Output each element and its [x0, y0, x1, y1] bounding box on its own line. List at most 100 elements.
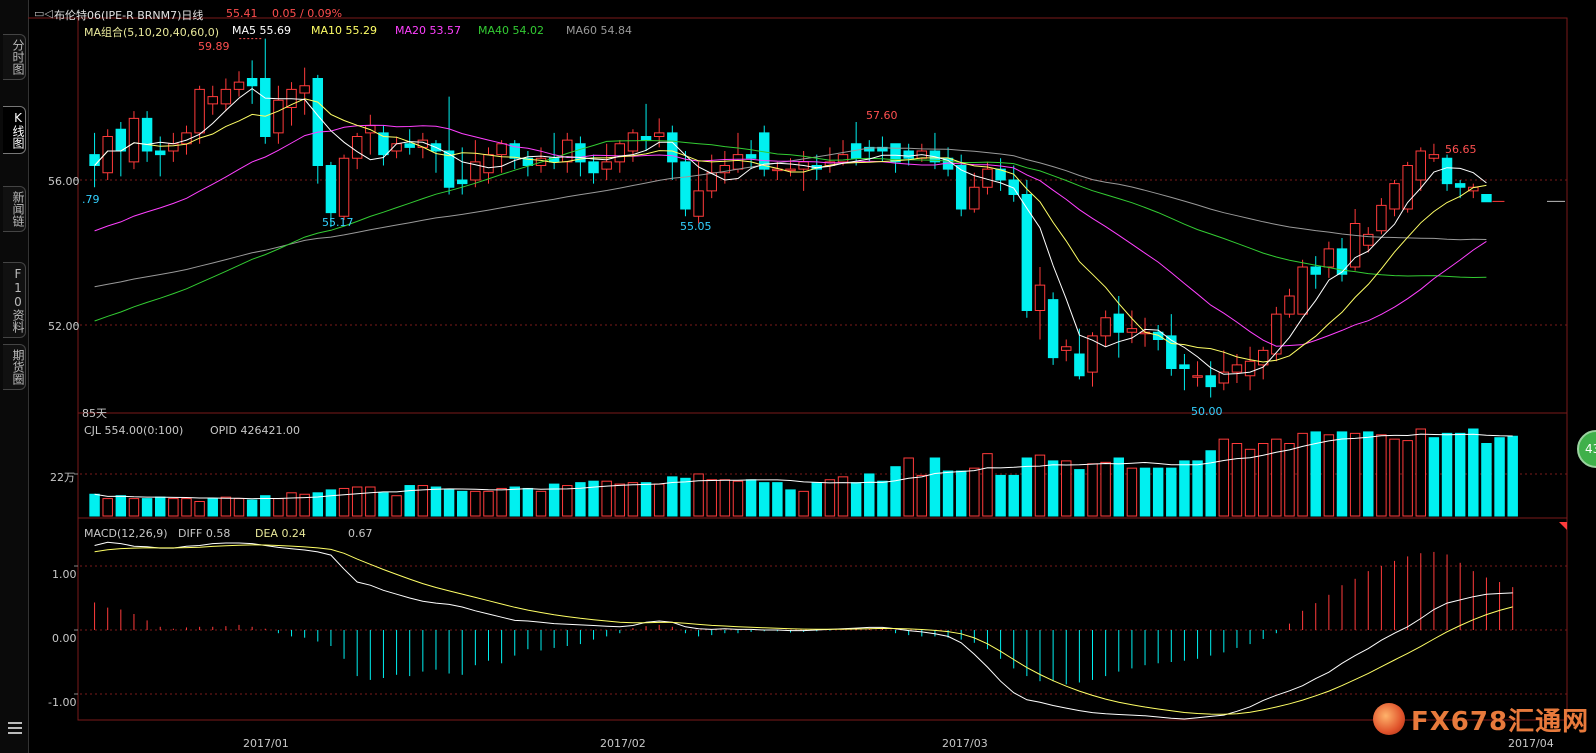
volume-bar: [627, 482, 639, 517]
candle-body: [1244, 360, 1256, 377]
candle-body: [102, 136, 113, 174]
candle-body: [509, 143, 520, 159]
volume-bar: [811, 482, 822, 517]
volume-bar: [1402, 440, 1413, 517]
volume-label: CJL 554.00(0:100): [84, 424, 184, 437]
volume-bar: [325, 489, 337, 517]
candle-body: [614, 143, 626, 163]
tab-futures-circle[interactable]: 期货圈: [3, 344, 26, 390]
x-tick-2017-01: 2017/01: [243, 737, 289, 750]
volume-bar: [207, 498, 218, 517]
candle-body: [1428, 154, 1440, 159]
volume-bar: [877, 480, 888, 517]
volume-bar: [1205, 450, 1216, 517]
volume-bar: [220, 496, 232, 517]
volume-bar: [548, 483, 560, 517]
volume-bar: [903, 457, 914, 517]
ma10-line: [94, 98, 1487, 363]
symbol-title: 布伦特06(IPE-R BRNM7)日线: [54, 9, 204, 22]
volume-bar: [404, 485, 415, 517]
volume-bar: [168, 498, 179, 517]
tab-f10[interactable]: F10资料: [3, 262, 26, 338]
ma40-line: [94, 139, 1487, 322]
volume-bar: [706, 479, 717, 517]
tab-timeshare[interactable]: 分时图: [3, 34, 26, 80]
volume-bar: [1454, 432, 1466, 517]
candle-body: [1205, 375, 1216, 388]
volume-bar: [667, 476, 678, 517]
volume-bar: [850, 482, 862, 517]
volume-bar: [1415, 428, 1427, 517]
candle-body: [955, 165, 967, 210]
sidebar: 分时图 K线图 新闻链 F10资料 期货圈: [0, 0, 29, 753]
candle-body: [141, 117, 153, 152]
volume-bar: [562, 485, 573, 517]
candle-body: [246, 78, 258, 87]
volume-bar: [1179, 460, 1190, 517]
candle-body: [470, 161, 481, 181]
candle-body: [1271, 313, 1282, 355]
candle-body: [1231, 364, 1243, 373]
ma-group-label: MA组合(5,10,20,40,60,0): [84, 26, 220, 39]
dea-label: DEA 0.24: [255, 527, 306, 540]
tab-news[interactable]: 新闻链: [3, 186, 26, 232]
candle-body: [1481, 194, 1492, 203]
volume-bar: [443, 489, 455, 517]
candle-body: [890, 143, 901, 163]
macd-tick-0: 0.00: [52, 632, 77, 645]
volume-bar: [1113, 457, 1124, 517]
volume-bar: [1376, 434, 1387, 517]
candle-body: [154, 150, 166, 156]
volume-bar: [89, 493, 100, 517]
volume-bar: [824, 479, 836, 517]
volume-bar: [1087, 463, 1098, 517]
volume-bar: [1034, 454, 1046, 517]
tab-kline[interactable]: K线图: [3, 106, 26, 154]
candle-body: [1389, 183, 1400, 210]
candle-body: [1034, 284, 1046, 311]
volume-bar: [1100, 461, 1111, 517]
volume-bar: [995, 474, 1006, 517]
volume-bar: [496, 487, 507, 517]
volume-bar: [1428, 437, 1440, 517]
volume-bar: [1310, 431, 1321, 517]
volume-bar: [1468, 428, 1479, 517]
volume-bar: [181, 498, 192, 517]
macd-value-label: 0.67: [348, 527, 373, 540]
ma20-label: MA20 53.57: [395, 24, 461, 37]
candle-body: [483, 154, 494, 174]
menu-icon[interactable]: [8, 722, 22, 734]
volume-bar: [929, 457, 941, 517]
candle-body: [1008, 179, 1019, 195]
volume-bar: [942, 470, 954, 517]
ma5-line: [94, 87, 1487, 375]
volume-bar: [1323, 434, 1335, 517]
candle-body: [680, 161, 691, 210]
candle-body: [745, 154, 757, 159]
ma10-label: MA10 55.29: [311, 24, 377, 37]
last-price: 55.41: [226, 7, 258, 20]
volume-bar: [1166, 467, 1177, 517]
candle-body: [562, 139, 573, 163]
volume-bar: [299, 493, 310, 517]
volume-bar: [102, 498, 113, 517]
macd-tick-1: 1.00: [52, 568, 77, 581]
volume-bar: [1507, 435, 1518, 517]
volume-bar: [312, 492, 324, 517]
price-change: 0.05 / 0.09%: [272, 7, 343, 20]
volume-bar: [1297, 432, 1308, 517]
volume-bar: [509, 486, 520, 517]
candle-body: [1192, 375, 1203, 378]
candle-body: [1310, 266, 1321, 275]
candle-body: [588, 161, 599, 174]
volume-bar: [1139, 467, 1151, 517]
chart-toggle-icon[interactable]: ▭◁: [34, 7, 53, 20]
candle-body: [1100, 317, 1111, 337]
candle-body: [115, 128, 127, 152]
volume-bar: [194, 501, 205, 517]
volume-bar: [759, 482, 770, 517]
x-tick-2017-03: 2017/03: [942, 737, 988, 750]
annotation-55-05: 55.05: [680, 220, 712, 233]
candle-body: [338, 157, 350, 217]
volume-bar: [470, 490, 481, 517]
